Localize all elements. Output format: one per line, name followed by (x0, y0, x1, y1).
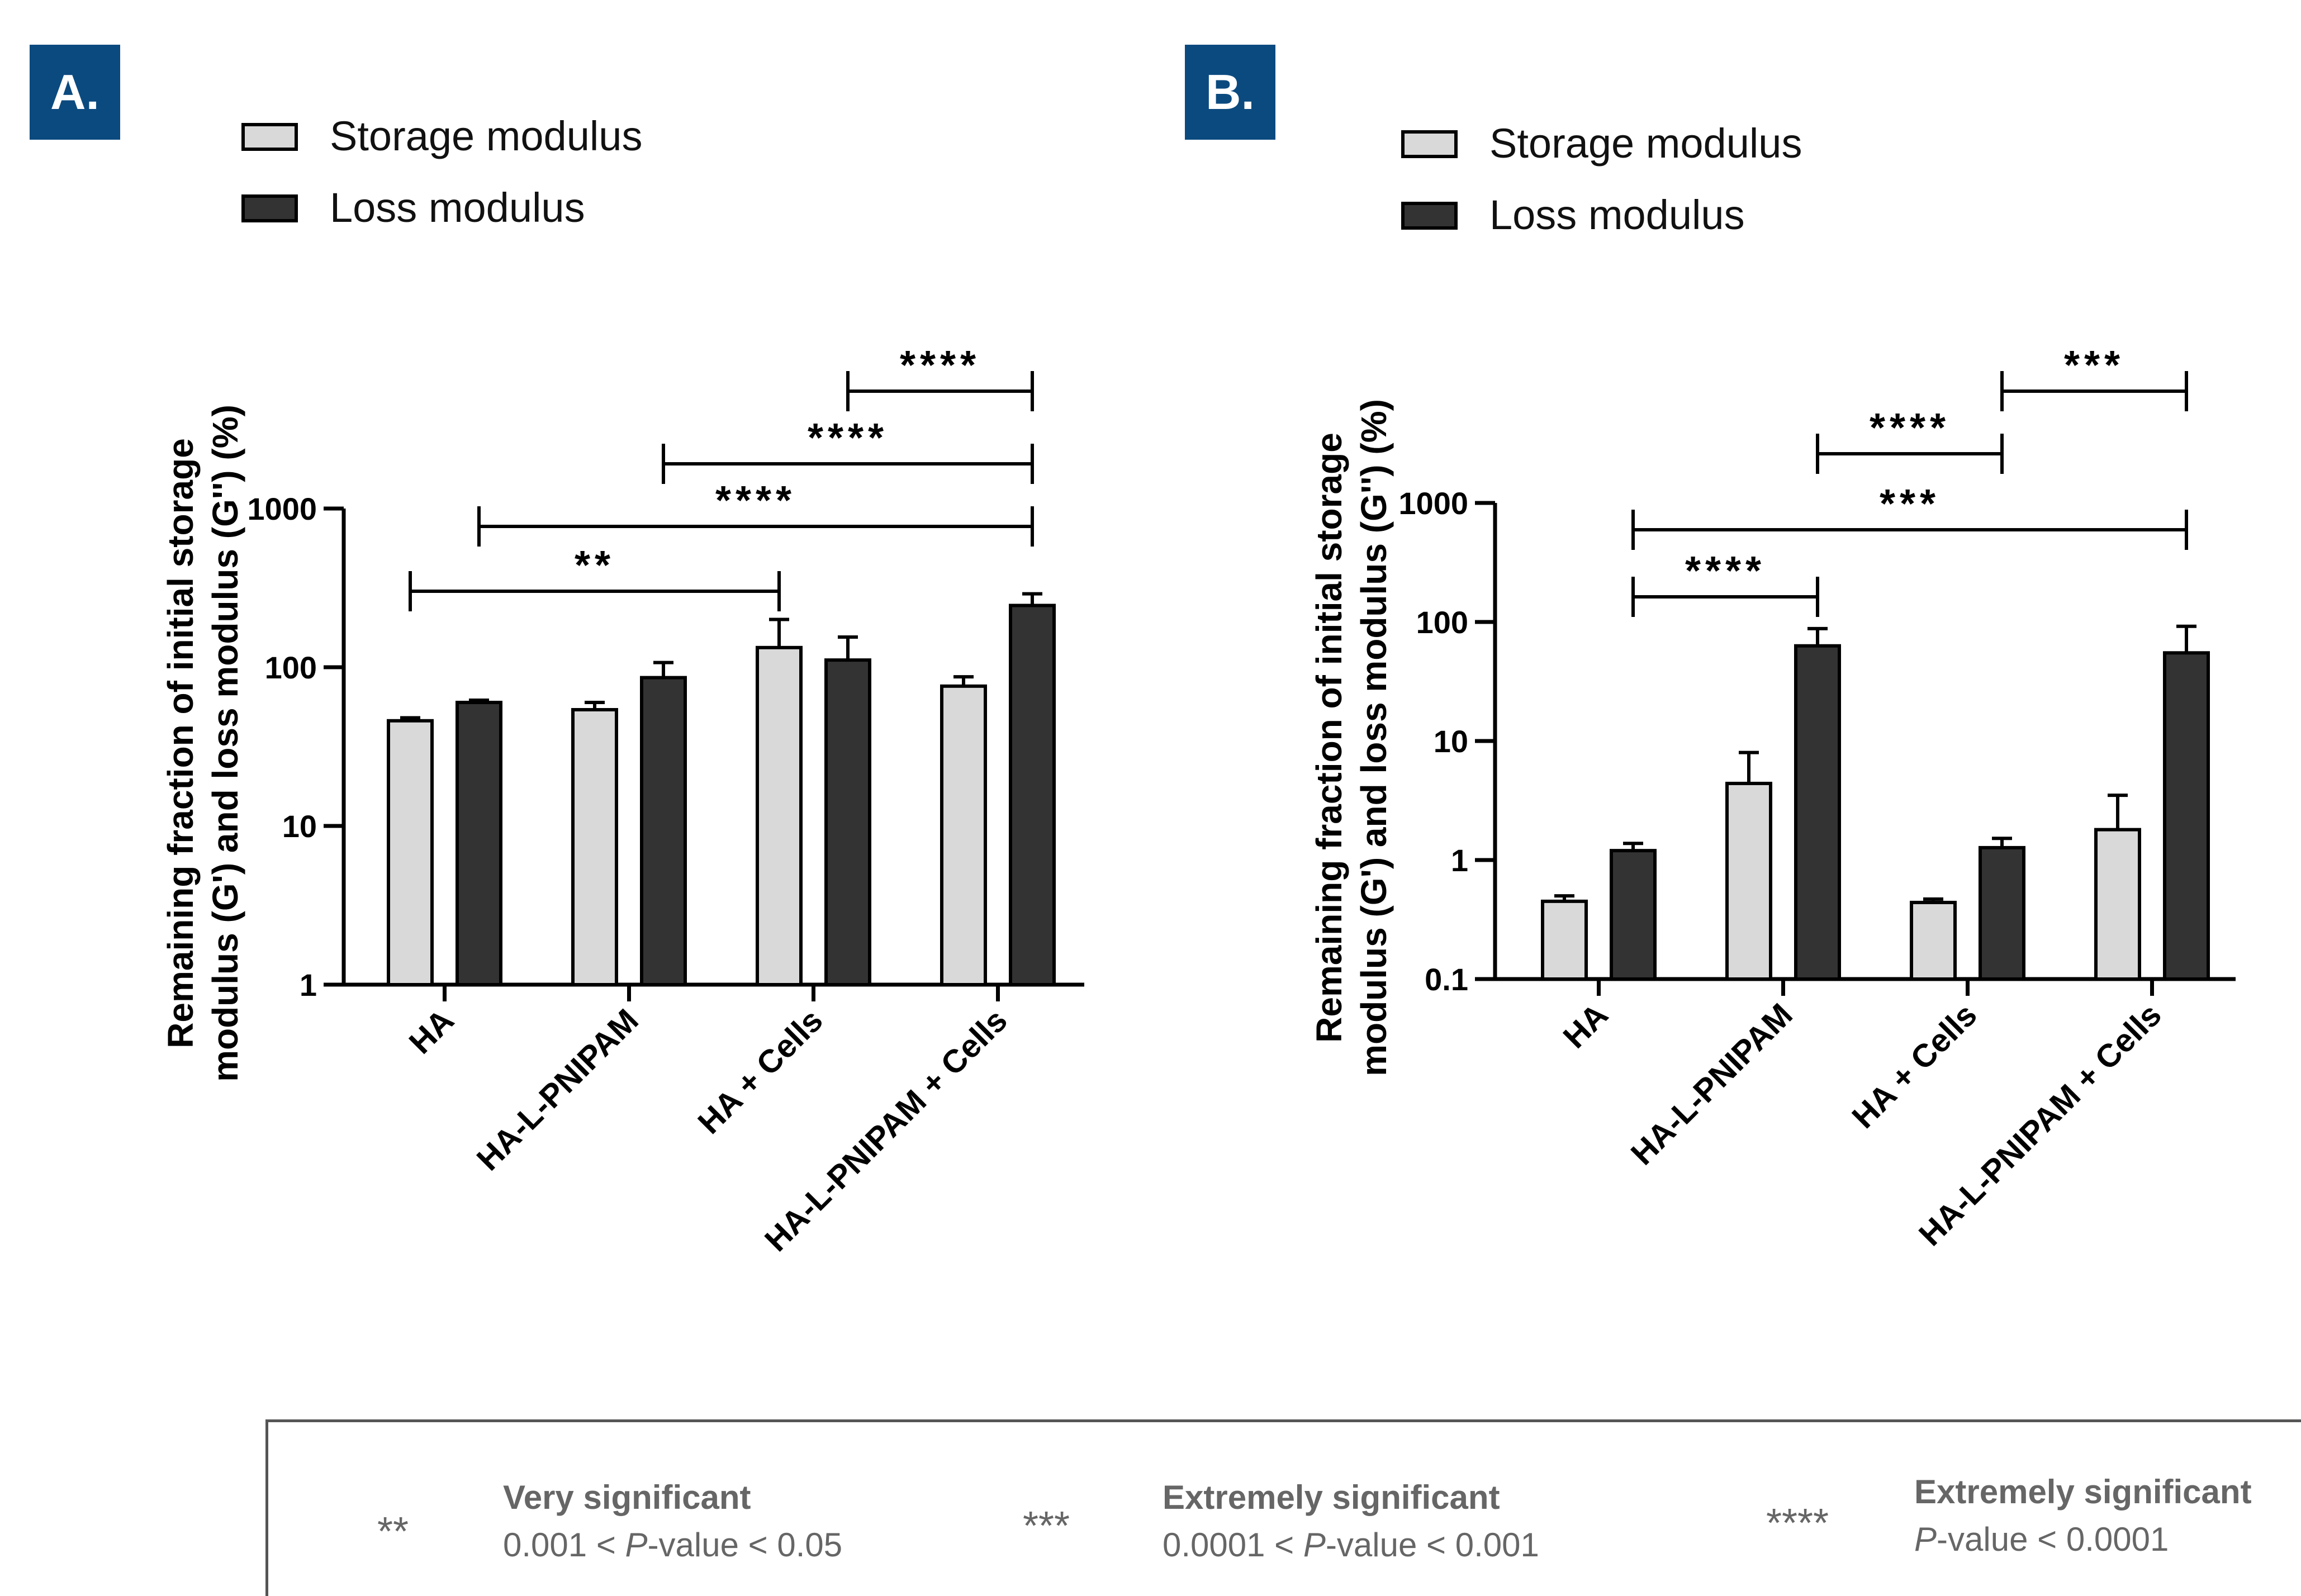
bar-storage (940, 684, 987, 987)
bar-storage (1910, 900, 1957, 981)
bar-loss (1009, 604, 1056, 986)
significance-stars: **** (715, 478, 796, 523)
sig-title-2: Very significant (503, 1479, 751, 1516)
y-axis-title-line1: Remaining fraction of initial storage (1309, 433, 1349, 1043)
sig-range-2: 0.001 < P-value < 0.05 (503, 1526, 843, 1564)
significance-legend: ** Very significant 0.001 < P-value < 0.… (265, 1419, 2301, 1596)
y-tick-label: 1 (1451, 843, 1468, 878)
bar-loss (1979, 846, 2025, 981)
y-tick-label: 0.1 (1425, 962, 1468, 997)
significance-stars: ** (575, 543, 615, 588)
bar-storage (756, 645, 803, 987)
legend-swatch-storage (1401, 130, 1458, 158)
y-tick-label: 1000 (247, 491, 317, 526)
legend-swatch-storage (241, 123, 298, 151)
legend-label-storage: Storage modulus (330, 113, 642, 159)
x-category-label: HA + Cells (1845, 996, 1984, 1135)
y-tick-label: 10 (282, 809, 317, 844)
y-tick-label: 100 (1416, 605, 1468, 640)
x-category-label: HA (1556, 996, 1615, 1055)
bar-storage (571, 708, 618, 986)
legend-label-loss: Loss modulus (1489, 192, 1745, 238)
x-category-label: HA (402, 1002, 461, 1061)
bar-loss (1610, 849, 1657, 981)
x-category-label: HA + Cells (691, 1002, 829, 1141)
y-axis-title-line1: Remaining fraction of initial storage (160, 438, 201, 1048)
legend-label-loss: Loss modulus (330, 184, 585, 231)
sig-range-4: P-value < 0.0001 (1914, 1521, 2169, 1558)
y-tick-label: 1000 (1398, 486, 1468, 521)
legend-swatch-loss (1401, 202, 1458, 230)
significance-stars: *** (1880, 482, 1940, 526)
y-tick-label: 10 (1434, 724, 1468, 759)
significance-stars: *** (2064, 343, 2124, 388)
charts-canvas: Storage modulus Loss modulus 1 10 100 1000 Rem… (160, 113, 2236, 1258)
panel-label-a: A. (30, 45, 120, 140)
sig-title-3: Extremely significant (1163, 1479, 1500, 1516)
significance-stars: **** (900, 343, 980, 388)
significance-stars: **** (1685, 549, 1766, 593)
sig-stars-2: ** (377, 1509, 409, 1554)
legend-swatch-loss (241, 194, 298, 222)
sig-stars-3: *** (1023, 1504, 1070, 1548)
y-tick-label: 1 (300, 967, 317, 1003)
x-category-label: HA-L-PNIPAM (1624, 996, 1800, 1172)
x-category-label: HA-L-PNIPAM (470, 1002, 646, 1177)
bar-loss (640, 676, 687, 986)
significance-stars: **** (1870, 406, 1950, 450)
bar-loss (1794, 644, 1841, 981)
sig-title-4: Extremely significant (1914, 1473, 2252, 1510)
sig-stars-4: **** (1766, 1501, 1829, 1546)
bar-loss (456, 701, 502, 986)
sig-range-3: 0.0001 < P-value < 0.001 (1163, 1526, 1539, 1564)
bar-storage (2094, 828, 2141, 981)
panel-label-b: B. (1185, 45, 1275, 140)
bar-loss (2163, 651, 2210, 981)
bar-storage (1725, 781, 1772, 981)
bar-storage (1541, 899, 1588, 981)
y-axis-title-line2: modulus (G') and loss modulus (G'') (%) (205, 405, 245, 1082)
y-axis-title-line2: modulus (G') and loss modulus (G'') (%) (1354, 399, 1394, 1076)
bar-storage (387, 719, 434, 986)
legend-label-storage: Storage modulus (1489, 120, 1802, 167)
y-tick-label: 100 (265, 650, 317, 685)
significance-stars: **** (808, 416, 888, 460)
bar-loss (824, 658, 871, 986)
